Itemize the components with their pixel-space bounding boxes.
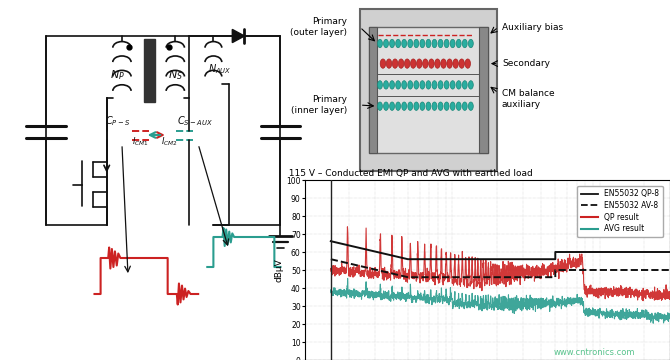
Circle shape xyxy=(411,59,416,68)
Circle shape xyxy=(387,59,392,68)
Circle shape xyxy=(468,39,473,48)
Circle shape xyxy=(426,81,431,89)
Text: www.cntronics.com: www.cntronics.com xyxy=(553,348,634,357)
Bar xyxy=(369,27,488,153)
Bar xyxy=(479,27,488,153)
Circle shape xyxy=(414,102,419,111)
Circle shape xyxy=(468,81,473,89)
Circle shape xyxy=(402,81,407,89)
Y-axis label: dBμV: dBμV xyxy=(275,258,283,282)
Circle shape xyxy=(420,102,425,111)
Text: Primary
(outer layer): Primary (outer layer) xyxy=(291,17,348,37)
Circle shape xyxy=(420,39,425,48)
Circle shape xyxy=(423,59,428,68)
Circle shape xyxy=(462,81,467,89)
Circle shape xyxy=(432,39,437,48)
Circle shape xyxy=(468,102,473,111)
Circle shape xyxy=(420,81,425,89)
Circle shape xyxy=(447,59,452,68)
Circle shape xyxy=(414,39,419,48)
Circle shape xyxy=(459,59,464,68)
Circle shape xyxy=(408,39,413,48)
Text: CM balance
auxiliary: CM balance auxiliary xyxy=(502,89,555,109)
Circle shape xyxy=(465,59,470,68)
Circle shape xyxy=(438,81,443,89)
Circle shape xyxy=(450,39,455,48)
Circle shape xyxy=(390,39,395,48)
Circle shape xyxy=(408,102,413,111)
Circle shape xyxy=(402,102,407,111)
Text: Auxiliary bias: Auxiliary bias xyxy=(502,22,563,31)
Circle shape xyxy=(444,81,449,89)
Circle shape xyxy=(456,81,461,89)
Circle shape xyxy=(426,39,431,48)
Text: 115 V – Conducted EMI QP and AVG with earthed load: 115 V – Conducted EMI QP and AVG with ea… xyxy=(283,169,533,178)
Circle shape xyxy=(432,102,437,111)
Circle shape xyxy=(396,102,401,111)
Text: $I_{CM2}$: $I_{CM2}$ xyxy=(161,136,178,148)
Circle shape xyxy=(377,39,383,48)
Circle shape xyxy=(441,59,446,68)
Circle shape xyxy=(390,81,395,89)
Text: $N_{AUX}$: $N_{AUX}$ xyxy=(208,62,231,76)
Text: $N_S$: $N_S$ xyxy=(168,68,183,82)
Circle shape xyxy=(417,59,422,68)
Circle shape xyxy=(405,59,410,68)
Bar xyxy=(144,39,155,102)
Bar xyxy=(369,27,377,153)
Circle shape xyxy=(399,59,404,68)
Bar xyxy=(360,9,496,171)
Circle shape xyxy=(435,59,440,68)
Circle shape xyxy=(426,102,431,111)
Polygon shape xyxy=(232,30,245,42)
Text: Primary
(inner layer): Primary (inner layer) xyxy=(291,95,348,115)
Circle shape xyxy=(450,102,455,111)
Circle shape xyxy=(462,102,467,111)
Circle shape xyxy=(462,39,467,48)
Circle shape xyxy=(383,81,389,89)
Text: $C_{P-S}$: $C_{P-S}$ xyxy=(105,114,130,128)
Circle shape xyxy=(438,102,443,111)
Text: $I_{CM1}$: $I_{CM1}$ xyxy=(133,136,149,148)
Circle shape xyxy=(377,81,383,89)
Circle shape xyxy=(383,102,389,111)
Circle shape xyxy=(450,81,455,89)
Circle shape xyxy=(396,81,401,89)
Circle shape xyxy=(383,39,389,48)
Circle shape xyxy=(429,59,434,68)
Circle shape xyxy=(377,102,383,111)
Text: Secondary: Secondary xyxy=(502,59,550,68)
Text: $N_P$: $N_P$ xyxy=(110,68,125,82)
Circle shape xyxy=(456,39,461,48)
Circle shape xyxy=(402,39,407,48)
Circle shape xyxy=(414,81,419,89)
Circle shape xyxy=(380,59,386,68)
Text: $C_{S-AUX}$: $C_{S-AUX}$ xyxy=(177,114,213,128)
Circle shape xyxy=(438,39,443,48)
Circle shape xyxy=(408,81,413,89)
Circle shape xyxy=(390,102,395,111)
Legend: EN55032 QP-8, EN55032 AV-8, QP result, AVG result: EN55032 QP-8, EN55032 AV-8, QP result, A… xyxy=(577,186,663,237)
Circle shape xyxy=(432,81,437,89)
Circle shape xyxy=(453,59,458,68)
Circle shape xyxy=(444,39,449,48)
Circle shape xyxy=(396,39,401,48)
Circle shape xyxy=(456,102,461,111)
Circle shape xyxy=(444,102,449,111)
Circle shape xyxy=(393,59,398,68)
